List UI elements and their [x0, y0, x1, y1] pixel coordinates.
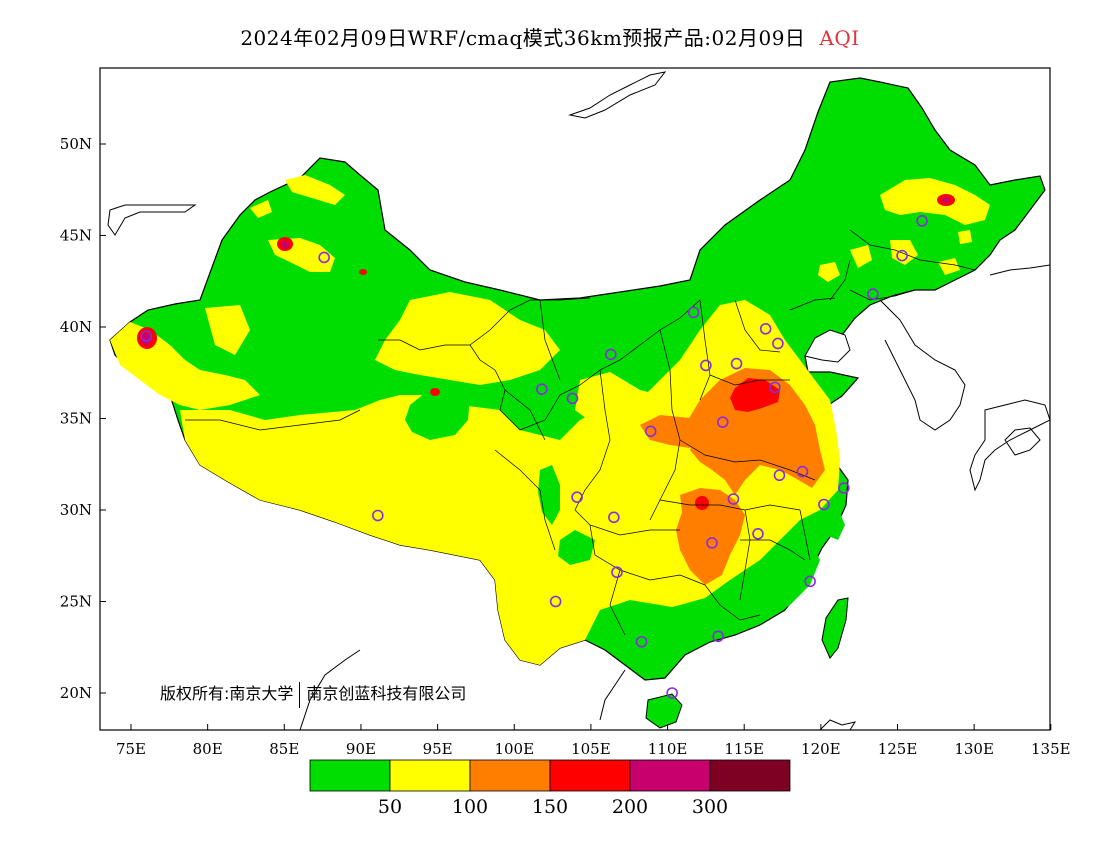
lat-label: 45N	[60, 227, 92, 245]
aqi-purple-spots	[141, 197, 950, 345]
aqi-yellow-zones	[110, 175, 990, 665]
station-marker	[716, 416, 729, 428]
station-marker	[318, 251, 330, 264]
station-marker	[700, 359, 712, 372]
lat-label: 50N	[60, 135, 92, 153]
legend-swatch	[709, 759, 791, 792]
legend-swatch	[469, 759, 551, 792]
legend-label: 100	[452, 796, 488, 818]
legend-swatch	[309, 759, 391, 792]
station-marker	[605, 348, 617, 361]
station-marker	[772, 337, 784, 350]
station-marker	[752, 527, 764, 540]
station-marker	[838, 482, 850, 494]
station-marker	[759, 323, 772, 335]
station-marker	[687, 306, 700, 319]
map-content	[107, 71, 1050, 730]
copyright-text: 版权所有:南京大学 南京创蓝科技有限公司	[160, 680, 466, 708]
legend-label: 200	[612, 796, 648, 818]
station-marker	[727, 493, 740, 505]
station-marker	[773, 469, 786, 482]
station-marker	[644, 425, 657, 438]
lon-label: 80E	[193, 740, 223, 758]
copyright-owner-1: 版权所有:南京大学	[160, 684, 294, 703]
station-marker	[549, 595, 562, 608]
station-marker	[796, 465, 809, 478]
station-marker	[712, 630, 724, 643]
lon-label: 110E	[648, 740, 688, 758]
station-marker	[730, 357, 743, 370]
bohai-coast	[804, 329, 851, 363]
lon-label: 85E	[269, 740, 299, 758]
aqi-orange-zones	[640, 368, 825, 585]
title-text: 2024年02月09日WRF/cmaq模式36km预报产品:02月09日	[240, 26, 806, 50]
legend-swatch	[549, 759, 631, 792]
lat-label: 25N	[60, 593, 92, 611]
lon-label: 130E	[954, 740, 994, 758]
lon-label: 120E	[801, 740, 841, 758]
copyright-separator	[299, 681, 301, 708]
lon-label: 90E	[346, 740, 376, 758]
station-marker	[867, 288, 879, 300]
longitude-axis: 75E 80E 85E 90E 95E 100E 105E 110E 115E 120E 125E 1…	[116, 724, 1071, 758]
station-markers	[140, 215, 928, 699]
station-marker	[769, 381, 781, 394]
lon-label: 135E	[1031, 740, 1071, 758]
latitude-axis: 50N 45N 40N 35N 30N 25N 20N	[60, 135, 106, 702]
map-frame	[99, 67, 1051, 731]
station-marker	[916, 215, 928, 227]
station-marker	[611, 566, 623, 579]
station-marker	[706, 537, 718, 549]
lat-label: 40N	[60, 318, 92, 336]
station-marker	[536, 383, 548, 396]
station-marker	[666, 687, 678, 699]
copyright-owner-2: 南京创蓝科技有限公司	[306, 684, 467, 703]
neighbor-coastlines	[107, 71, 1050, 730]
lat-label: 20N	[60, 684, 92, 702]
map-title: 2024年02月09日WRF/cmaq模式36km预报产品:02月09日 AQI	[0, 22, 1100, 51]
legend-swatch	[389, 759, 471, 792]
taiwan-region	[821, 597, 849, 659]
station-marker	[896, 249, 908, 262]
legend-label: 300	[692, 796, 728, 818]
lat-label: 35N	[60, 410, 92, 428]
station-marker	[635, 635, 648, 648]
lon-label: 75E	[116, 740, 146, 758]
station-marker	[608, 511, 620, 524]
hainan-region	[645, 693, 683, 729]
legend-label: 50	[378, 796, 402, 818]
lon-label: 95E	[423, 740, 453, 758]
station-marker	[566, 392, 579, 405]
station-marker	[818, 498, 830, 511]
lat-label: 30N	[60, 501, 92, 519]
lon-label: 100E	[494, 740, 534, 758]
legend-label: 150	[532, 796, 568, 818]
title-variable: AQI	[819, 26, 860, 50]
aqi-legend: 50 100 150 200 300	[309, 759, 791, 818]
lon-label: 115E	[724, 740, 764, 758]
station-marker	[372, 509, 384, 522]
station-marker	[571, 491, 583, 503]
lon-label: 105E	[571, 740, 611, 758]
legend-swatch	[629, 759, 711, 792]
lon-label: 125E	[878, 740, 918, 758]
station-marker	[140, 330, 153, 342]
station-marker	[804, 575, 816, 588]
